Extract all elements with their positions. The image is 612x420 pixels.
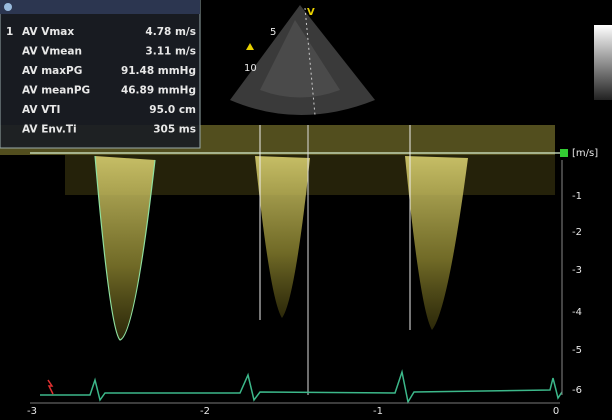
measurement-value: 91.48 mmHg xyxy=(121,65,196,77)
measurement-panel: 1 AV Vmax 4.78 m/s AV Vmean 3.11 m/s AV maxP… xyxy=(0,0,200,148)
sector-marker: V xyxy=(307,7,315,18)
measurement-value: 305 ms xyxy=(153,124,196,136)
time-label: 0 xyxy=(553,406,559,417)
time-label: -3 xyxy=(27,406,37,417)
time-label: -2 xyxy=(200,406,210,417)
measurement-label: AV Vmean xyxy=(22,46,82,58)
scale-unit: [m/s] xyxy=(572,148,598,159)
scale-label: -4 xyxy=(572,307,582,318)
time-label: -1 xyxy=(373,406,383,417)
ultrasound-screen: V 5 10 [m/s] -1 -2 -3 -4 -5 -6 -3 -2 -1 xyxy=(0,0,612,420)
depth-label: 5 xyxy=(270,27,276,38)
measurement-label: AV Vmax xyxy=(22,26,74,38)
measurement-label: AV VTI xyxy=(22,104,60,116)
measurement-value: 3.11 m/s xyxy=(145,46,196,58)
body: V 5 10 [m/s] -1 -2 -3 -4 -5 -6 -3 -2 -1 xyxy=(0,0,612,420)
scale-label: -1 xyxy=(572,191,582,202)
measurement-value: 46.89 mmHg xyxy=(121,85,196,97)
measurement-label: AV Env.Ti xyxy=(22,124,77,136)
scale-label: -6 xyxy=(572,385,582,396)
scale-label: -3 xyxy=(572,265,582,276)
page: {"measurements": { "index": "1", "rows":… xyxy=(0,0,612,420)
measurement-label: AV meanPG xyxy=(22,85,90,97)
scale-label: -2 xyxy=(572,227,582,238)
scale-label: -5 xyxy=(572,345,582,356)
measurement-label: AV maxPG xyxy=(22,65,82,77)
panel-icon[interactable] xyxy=(4,3,12,11)
panel-titlebar[interactable] xyxy=(0,0,200,14)
measurement-value: 4.78 m/s xyxy=(145,26,196,38)
baseline-handle xyxy=(560,149,568,157)
measurement-value: 95.0 cm xyxy=(149,104,196,116)
gray-bar xyxy=(594,25,612,100)
measurement-index: 1 xyxy=(6,26,13,38)
depth-label: 10 xyxy=(244,63,257,74)
